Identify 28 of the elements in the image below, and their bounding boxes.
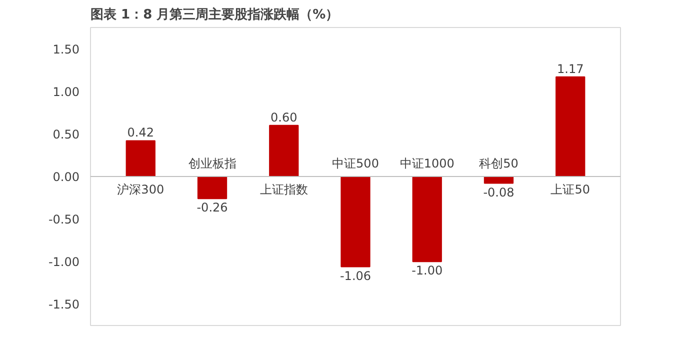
data-label: 1.17	[557, 62, 584, 76]
y-tick-label: -0.50	[48, 212, 80, 227]
data-label: -1.06	[340, 268, 372, 283]
data-label: -0.08	[483, 185, 514, 200]
x-tick-label: 创业板指	[188, 156, 236, 170]
data-label: -0.26	[196, 200, 228, 215]
y-tick-label: -1.50	[48, 298, 80, 312]
chart-title: 图表 1：8 月第三周主要股指涨跌幅（%）	[90, 6, 339, 22]
data-label: 0.60	[270, 110, 298, 124]
x-tick-label: 中证1000	[400, 156, 454, 170]
y-tick-label: -1.00	[48, 255, 80, 270]
x-tick-label: 科创50	[479, 156, 518, 170]
bar	[197, 176, 228, 200]
x-tick-label: 中证500	[332, 156, 379, 170]
data-label: -1.00	[412, 264, 443, 278]
bar	[412, 176, 442, 262]
y-tick-label: 1.00	[52, 84, 80, 99]
data-label: 0.42	[127, 126, 154, 140]
bar	[126, 140, 156, 177]
x-tick-label: 上证指数	[260, 182, 308, 196]
bar	[340, 176, 370, 268]
x-tick-label: 沪深300	[117, 182, 164, 196]
y-tick-label: 0.50	[52, 127, 80, 142]
x-tick-label: 上证50	[550, 182, 590, 196]
y-tick-label: 1.50	[52, 42, 80, 56]
bar	[556, 76, 586, 177]
bar	[269, 124, 299, 177]
y-tick-label: 0.00	[52, 170, 80, 184]
